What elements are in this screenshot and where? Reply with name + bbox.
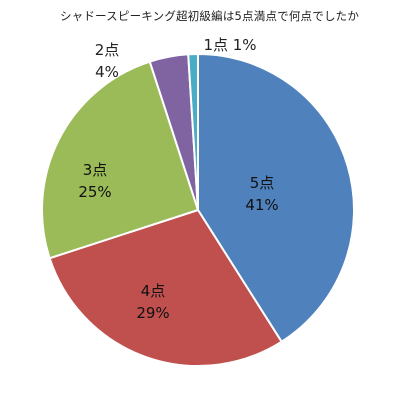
slice-category-label-3: 3点 bbox=[83, 161, 108, 179]
slice-category-label-1: 5点 bbox=[250, 174, 275, 192]
pie-slice-2 bbox=[48, 208, 283, 367]
slice-label-5: 1点 1% bbox=[203, 36, 256, 54]
slice-value-label-1: 41% bbox=[245, 196, 278, 214]
pie-slice-5 bbox=[187, 52, 199, 211]
slice-value-label-3: 25% bbox=[78, 183, 111, 201]
pie-slice-3 bbox=[41, 60, 200, 260]
slice-category-label-2: 4点 bbox=[141, 282, 166, 300]
chart-title: シャドースピーキング超初級編は5点満点で何点でしたか bbox=[59, 9, 360, 23]
slice-value-label-4: 4% bbox=[95, 63, 119, 81]
slice-category-label-4: 2点 bbox=[95, 41, 120, 59]
slice-value-label-2: 29% bbox=[136, 304, 169, 322]
